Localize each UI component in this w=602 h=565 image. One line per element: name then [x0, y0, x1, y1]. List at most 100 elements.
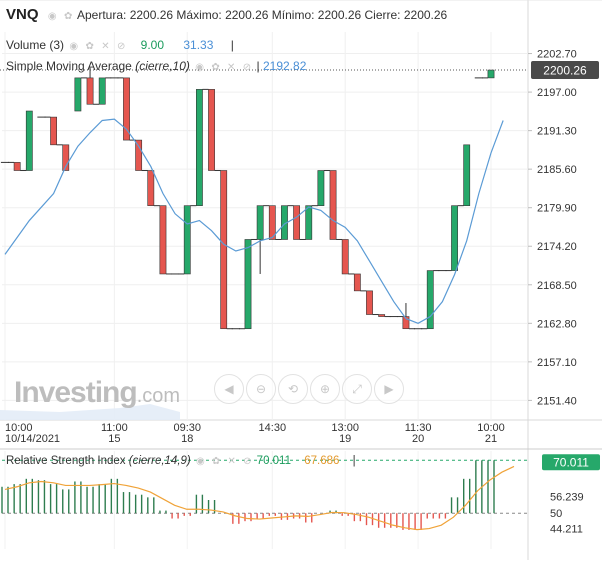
scroll-right-button[interactable]: ▶ — [374, 374, 404, 404]
volume-param: (3) — [49, 38, 65, 52]
x-tick-label: 09:30 — [173, 422, 201, 434]
candle — [293, 205, 300, 240]
remove-icon[interactable]: ⊘ — [242, 62, 252, 73]
candle-body — [25, 110, 33, 171]
legend-separator: | — [352, 455, 356, 467]
candle-body — [256, 205, 264, 240]
x-tick-date-label: 18 — [181, 433, 193, 445]
candle — [196, 89, 203, 206]
gear-icon[interactable]: ✿ — [211, 62, 220, 73]
candle — [98, 77, 106, 105]
candle — [159, 205, 167, 275]
legend-separator: | — [230, 38, 234, 52]
x-tick-date-label: 19 — [339, 433, 351, 445]
sma-value: 2192.82 — [262, 59, 307, 73]
candle — [317, 170, 325, 206]
auto-fit-icon: ⤢ — [352, 382, 362, 396]
candle-body — [268, 205, 276, 240]
current-price-label: 2200.26 — [543, 64, 587, 78]
candle-body — [378, 314, 386, 317]
rsi-params: (cierre,14,9) — [128, 455, 191, 467]
candle — [487, 69, 495, 79]
candle-body — [13, 162, 21, 171]
y-tick-label: 2191.30 — [537, 126, 577, 138]
candle — [135, 139, 143, 171]
reset-icon: ⟲ — [287, 382, 299, 396]
candle-body — [366, 290, 373, 315]
investing-logo: Investing.com — [14, 376, 180, 410]
candle — [25, 110, 33, 171]
candle — [74, 77, 82, 112]
sma-params: (cierre,10) — [135, 59, 190, 73]
y-tick-label: 2151.40 — [537, 395, 577, 407]
eye-icon[interactable]: ◉ — [195, 62, 204, 73]
y-tick-label: 2157.10 — [537, 357, 577, 369]
candle — [86, 67, 94, 105]
candle — [305, 205, 313, 240]
candle — [50, 116, 57, 146]
zoom-out-button[interactable]: ⊖ — [246, 374, 276, 404]
x-tick-label: 11:30 — [405, 422, 432, 434]
scroll-left-button[interactable]: ◀ — [214, 374, 244, 404]
y-tick-label: 2179.90 — [537, 203, 577, 215]
gear-icon[interactable]: ✿ — [85, 41, 94, 52]
volume-legend: Volume (3) ◉ ✿ ✕ ⊘ 9.00 31.33 | — [6, 36, 234, 54]
close-icon[interactable]: ✕ — [227, 62, 236, 73]
candle-body — [305, 205, 313, 240]
auto-fit-button[interactable]: ⤢ — [342, 374, 372, 404]
rsi-legend: Relative Strength Index (cierre,14,9) ◉ … — [6, 452, 356, 470]
gear-icon[interactable]: ✿ — [63, 11, 73, 22]
eye-icon[interactable]: ◉ — [69, 41, 79, 52]
rsi-value-label: 70.011 — [553, 455, 589, 469]
candle-body — [317, 170, 325, 206]
candle-body — [293, 205, 300, 240]
candle — [62, 144, 70, 171]
candle-body — [86, 77, 94, 105]
candle — [366, 290, 373, 315]
candle-body — [62, 144, 70, 171]
sma-legend: Simple Moving Average (cierre,10) ◉ ✿ ✕ … — [6, 57, 306, 75]
candle — [220, 170, 228, 330]
rsi-y-tick-label: 44.211 — [550, 524, 583, 536]
sma-line — [4, 118, 504, 324]
zoom-in-icon: ⊕ — [319, 382, 331, 396]
candle-body — [402, 316, 410, 330]
x-tick-date-label: 21 — [485, 433, 497, 445]
candle-body — [123, 77, 130, 141]
x-tick-label: 14:30 — [259, 422, 287, 434]
candle — [268, 205, 276, 240]
remove-icon[interactable]: ⊘ — [243, 456, 252, 467]
close-icon[interactable]: ✕ — [227, 456, 236, 467]
y-tick-label: 2174.20 — [537, 241, 577, 253]
candle-body — [196, 89, 203, 206]
candle-body — [329, 170, 337, 240]
candle — [256, 205, 264, 274]
x-tick-date-label: 10/14/2021 — [5, 433, 60, 445]
logo-suffix: .com — [136, 385, 181, 407]
symbol-title: VNQ — [6, 6, 39, 23]
candle-body — [74, 77, 82, 112]
rsi-value-badge — [542, 454, 600, 471]
candle — [341, 239, 349, 275]
candle — [208, 89, 215, 171]
logo-brand: Investing — [14, 376, 138, 409]
candle-body — [463, 144, 471, 206]
candle-body — [426, 270, 434, 330]
candle-body — [50, 116, 57, 146]
rsi-value: 70.011 — [256, 455, 291, 467]
volume-label: Volume — [6, 38, 47, 52]
eye-icon[interactable]: ◉ — [195, 456, 205, 467]
y-tick-label: 2162.80 — [537, 318, 577, 330]
reset-button[interactable]: ⟲ — [278, 374, 308, 404]
close-icon[interactable]: ✕ — [101, 41, 110, 52]
remove-icon[interactable]: ⊘ — [116, 41, 126, 52]
zoom-in-button[interactable]: ⊕ — [310, 374, 340, 404]
eye-icon[interactable]: ◉ — [47, 11, 57, 22]
candle — [426, 270, 434, 330]
candle — [329, 170, 337, 240]
arrow-left-icon: ◀ — [224, 382, 234, 396]
gear-icon[interactable]: ✿ — [211, 456, 221, 467]
candle-body — [451, 205, 458, 271]
candle-body — [244, 239, 252, 330]
